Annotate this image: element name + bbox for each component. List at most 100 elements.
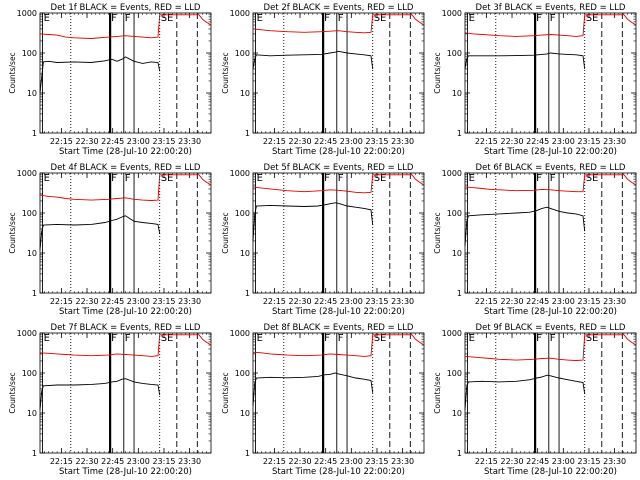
y-axis-label: Counts/sec: [221, 212, 230, 253]
event-marker-label: SE: [586, 173, 599, 184]
event-marker-label: F: [125, 13, 131, 24]
x-tick-label: 22:15: [50, 297, 73, 306]
event-marker-label: F: [111, 13, 117, 24]
x-tick-label: 22:30: [500, 297, 523, 306]
x-tick-label: 22:45: [526, 297, 549, 306]
series-line-lld: [464, 334, 637, 361]
y-axis-label: Counts/sec: [433, 52, 442, 93]
event-marker-label: E: [44, 173, 50, 184]
x-tick-label: 23:15: [577, 137, 600, 146]
x-tick-label: 22:30: [75, 457, 98, 466]
chart-title: Det 4f BLACK = Events, RED = LLD: [51, 163, 201, 173]
plot-frame: [464, 12, 637, 134]
x-axis-label: Start Time (28-Jul-10 22:00:20): [484, 467, 617, 477]
x-tick-label: 23:00: [127, 137, 150, 146]
y-tick-label: 1: [457, 129, 462, 138]
event-marker-label: F: [324, 333, 330, 344]
chart-panel-4: Det 4f BLACK = Events, RED = LLD 1 10 100 10…: [8, 163, 212, 317]
y-axis-label: Counts/sec: [8, 372, 17, 413]
x-tick-label: 23:15: [365, 457, 388, 466]
x-tick-label: 23:30: [603, 457, 626, 466]
x-tick-label: 22:45: [101, 297, 124, 306]
chart-panel-1: Det 1f BLACK = Events, RED = LLD 1 10 100 10…: [8, 3, 212, 157]
chart-title: Det 5f BLACK = Events, RED = LLD: [264, 163, 414, 173]
x-tick-label: 23:30: [391, 457, 414, 466]
x-tick-label: 22:30: [288, 137, 311, 146]
y-tick-label: 100: [447, 49, 462, 58]
chart-panel-3: Det 3f BLACK = Events, RED = LLD 1 10 100 10…: [433, 3, 637, 157]
event-marker-label: F: [324, 13, 330, 24]
y-axis-label: Counts/sec: [221, 52, 230, 93]
x-tick-label: 23:00: [552, 457, 575, 466]
event-marker-label: E: [44, 13, 50, 24]
x-tick-label: 23:00: [340, 297, 363, 306]
event-marker-label: E: [257, 13, 263, 24]
plot-frame: [39, 172, 212, 294]
y-axis-label: Counts/sec: [433, 212, 442, 253]
x-tick-label: 23:30: [178, 297, 201, 306]
x-axis-label: Start Time (28-Jul-10 22:00:20): [59, 307, 192, 317]
x-tick-label: 23:30: [603, 297, 626, 306]
x-tick-label: 22:15: [263, 137, 286, 146]
event-marker-label: F: [536, 13, 542, 24]
x-tick-label: 22:30: [75, 137, 98, 146]
y-tick-label: 100: [22, 49, 37, 58]
x-tick-label: 23:00: [552, 137, 575, 146]
y-tick-label: 1: [457, 449, 462, 458]
y-axis-label: Counts/sec: [8, 52, 17, 93]
y-tick-label: 1: [245, 289, 250, 298]
event-marker-label: E: [257, 333, 263, 344]
y-tick-label: 1000: [17, 169, 37, 178]
series-line-lld: [39, 14, 212, 39]
y-tick-label: 100: [235, 209, 250, 218]
chart-title: Det 8f BLACK = Events, RED = LLD: [264, 323, 414, 333]
x-tick-label: 23:30: [391, 137, 414, 146]
y-tick-label: 1000: [442, 169, 462, 178]
event-marker-label: F: [111, 173, 117, 184]
plot-frame: [39, 332, 212, 454]
x-tick-label: 23:30: [603, 137, 626, 146]
series-line-events: [39, 215, 161, 250]
x-tick-label: 22:15: [263, 457, 286, 466]
x-tick-label: 23:15: [152, 297, 175, 306]
chart-title: Det 3f BLACK = Events, RED = LLD: [476, 3, 626, 13]
series-line-events: [464, 206, 586, 247]
y-tick-label: 1: [32, 129, 37, 138]
x-tick-label: 22:30: [288, 297, 311, 306]
y-tick-label: 10: [452, 409, 462, 418]
series-line-events: [252, 50, 374, 69]
y-tick-label: 1000: [230, 329, 250, 338]
series-line-events: [252, 202, 374, 242]
x-tick-label: 22:30: [500, 137, 523, 146]
y-tick-label: 100: [447, 209, 462, 218]
y-tick-label: 1000: [230, 9, 250, 18]
chart-title: Det 6f BLACK = Events, RED = LLD: [476, 163, 626, 173]
x-tick-label: 23:00: [127, 457, 150, 466]
x-tick-label: 22:30: [500, 457, 523, 466]
y-tick-label: 1: [457, 289, 462, 298]
chart-panel-5: Det 5f BLACK = Events, RED = LLD 1 10 100 10…: [221, 163, 425, 317]
x-tick-label: 22:45: [526, 137, 549, 146]
chart-panel-7: Det 7f BLACK = Events, RED = LLD 1 10 100 10…: [8, 323, 212, 477]
x-axis-label: Start Time (28-Jul-10 22:00:20): [272, 307, 405, 317]
y-tick-label: 100: [235, 369, 250, 378]
event-marker-label: F: [550, 13, 556, 24]
y-tick-label: 10: [27, 89, 37, 98]
y-tick-label: 1: [32, 289, 37, 298]
y-tick-label: 10: [27, 249, 37, 258]
x-tick-label: 22:15: [475, 297, 498, 306]
x-tick-label: 22:45: [101, 457, 124, 466]
y-axis-label: Counts/sec: [8, 212, 17, 253]
event-marker-label: SE: [374, 173, 387, 184]
x-tick-label: 22:45: [314, 457, 337, 466]
y-tick-label: 1000: [442, 9, 462, 18]
series-line-lld: [252, 334, 425, 357]
chart-title: Det 2f BLACK = Events, RED = LLD: [264, 3, 414, 13]
x-axis-label: Start Time (28-Jul-10 22:00:20): [59, 147, 192, 157]
y-tick-label: 100: [447, 369, 462, 378]
event-marker-label: SE: [374, 333, 387, 344]
event-marker-label: F: [338, 13, 344, 24]
event-marker-label: F: [550, 173, 556, 184]
event-marker-label: F: [338, 173, 344, 184]
